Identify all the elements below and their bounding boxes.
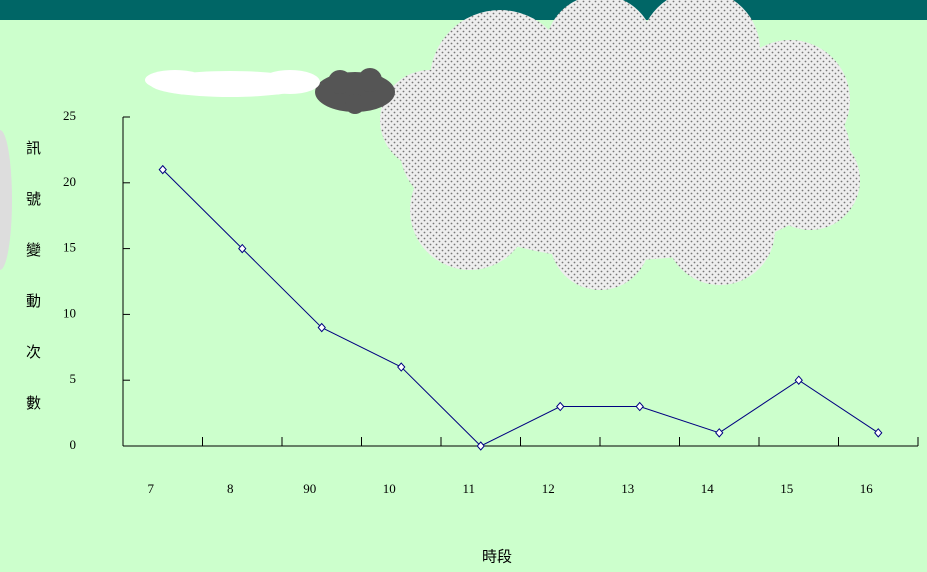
x-tick-label: 90 bbox=[303, 481, 316, 496]
title-bar bbox=[0, 0, 927, 20]
point-marker bbox=[874, 428, 883, 438]
y-tick-label: 0 bbox=[70, 437, 77, 452]
x-tick-label: 15 bbox=[780, 481, 793, 496]
y-tick-label: 15 bbox=[63, 240, 76, 255]
y-tick-label: 25 bbox=[63, 108, 76, 123]
point-marker bbox=[317, 322, 326, 333]
x-tick-label: 13 bbox=[621, 481, 634, 496]
point-marker bbox=[158, 164, 167, 175]
y-tick-label: 5 bbox=[70, 371, 77, 386]
point-marker bbox=[556, 401, 565, 412]
series-line bbox=[162, 169, 879, 447]
x-tick-label: 7 bbox=[148, 481, 155, 496]
point-marker bbox=[238, 243, 247, 254]
point-marker bbox=[635, 401, 644, 412]
point-marker bbox=[397, 362, 406, 372]
cloud-decoration bbox=[0, 0, 860, 290]
y-tick-label: 10 bbox=[63, 305, 76, 320]
point-marker bbox=[715, 428, 724, 438]
point-marker bbox=[794, 375, 803, 385]
x-axis-label: 時段 bbox=[482, 548, 512, 565]
x-tick-label: 8 bbox=[227, 481, 234, 496]
point-marker bbox=[476, 441, 485, 451]
y-tick-label: 20 bbox=[63, 174, 76, 189]
x-tick-label: 14 bbox=[701, 481, 715, 496]
x-tick-label: 10 bbox=[383, 481, 396, 496]
y-axis-label: 訊號變動次數 bbox=[24, 140, 41, 446]
x-tick-label: 11 bbox=[462, 481, 475, 496]
x-tick-label: 12 bbox=[542, 481, 555, 496]
x-tick-label: 16 bbox=[860, 481, 874, 496]
